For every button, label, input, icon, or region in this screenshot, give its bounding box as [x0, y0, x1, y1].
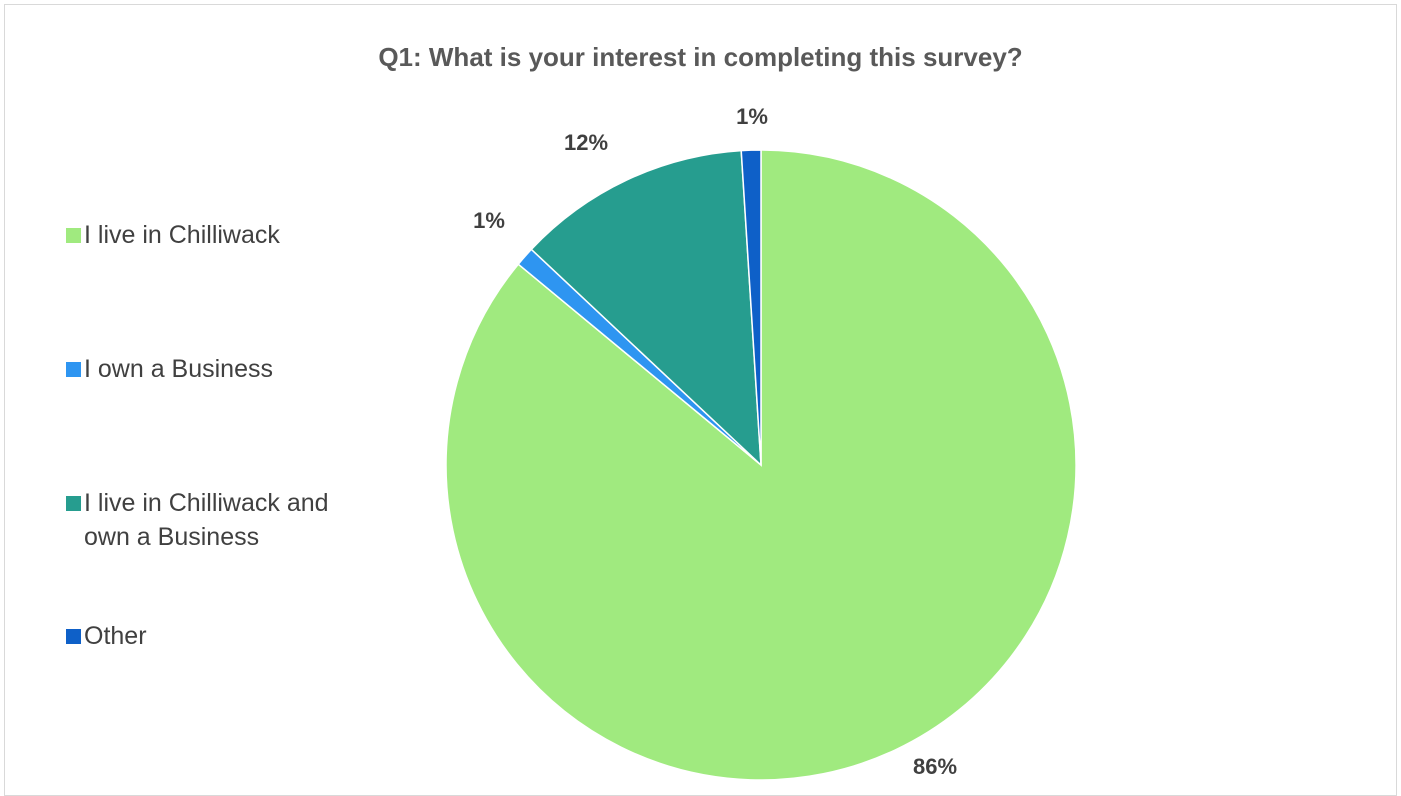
legend-label-line: I own a Business	[84, 355, 273, 383]
legend-label: I live in Chilliwack and own a Business	[84, 486, 329, 554]
legend-label: Other	[84, 619, 147, 653]
pie-slice-4	[740, 149, 762, 466]
data-label-1: 86%	[913, 754, 957, 779]
legend-swatch	[66, 228, 81, 243]
data-label-3: 12%	[564, 130, 608, 155]
legend-item-4: Other	[66, 619, 147, 653]
pie-slice-3	[530, 149, 762, 467]
legend-swatch	[66, 362, 81, 377]
legend-label: I own a Business	[84, 352, 273, 386]
legend-item-1: I live in Chilliwack	[66, 218, 280, 252]
legend-label: I live in Chilliwack	[84, 218, 280, 252]
legend-label-line: Other	[84, 622, 147, 650]
legend-label-line: own a Business	[84, 523, 260, 551]
data-label-2: 1%	[473, 208, 505, 233]
legend-item-3: I live in Chilliwack and own a Business	[66, 486, 329, 554]
legend-label-line: I live in Chilliwack	[84, 221, 280, 249]
chart-title: Q1: What is your interest in completing …	[378, 42, 1023, 72]
legend-swatch	[66, 629, 81, 644]
data-label-4: 1%	[736, 104, 768, 129]
legend-item-2: I own a Business	[66, 352, 273, 386]
legend-label-line: I live in Chilliwack and	[84, 489, 329, 517]
pie-slice-1	[445, 149, 1077, 781]
legend-swatch	[66, 496, 81, 511]
